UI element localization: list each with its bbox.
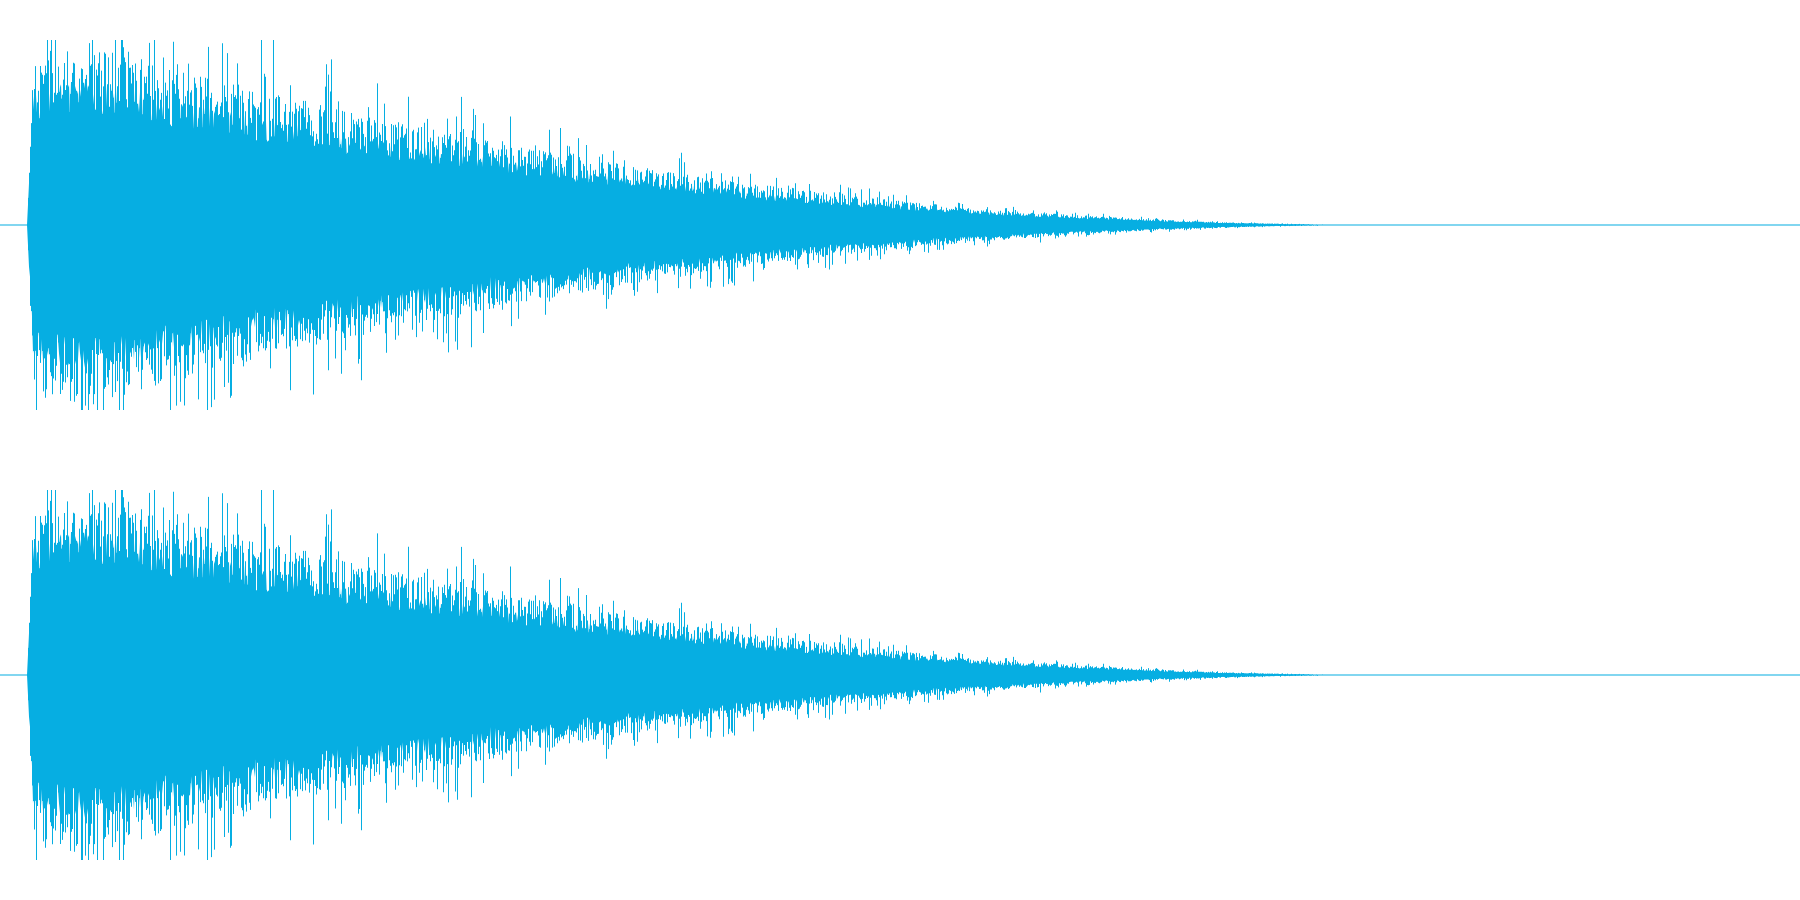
channel-left-waveform	[0, 40, 1800, 410]
waveform-peaks	[28, 490, 1377, 860]
waveform-peaks	[28, 40, 1377, 410]
channel-right-waveform	[0, 490, 1800, 860]
